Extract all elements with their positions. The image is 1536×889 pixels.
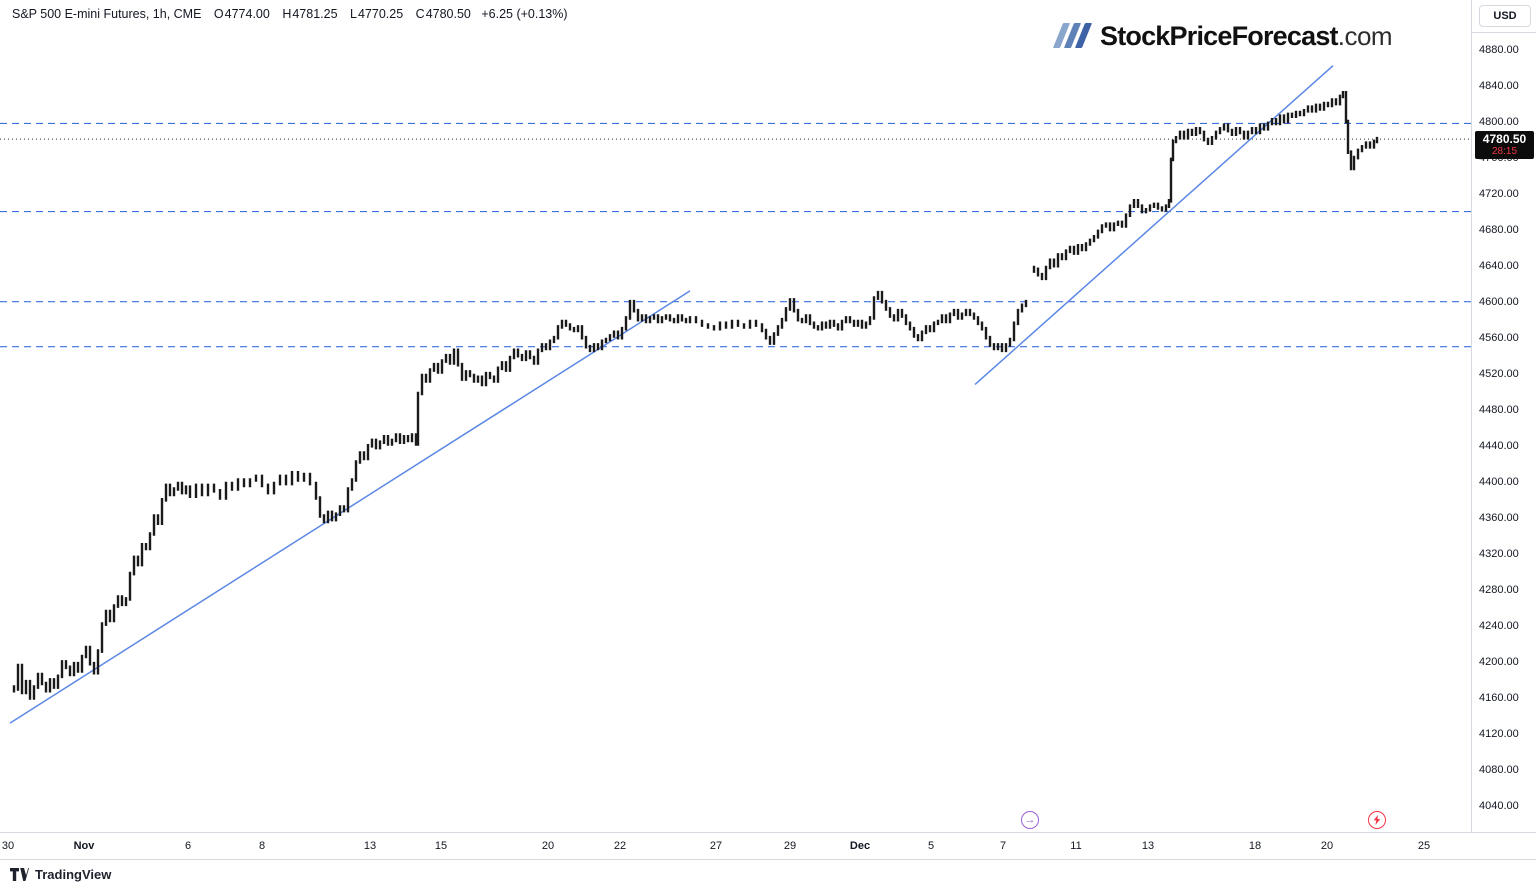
high-label: H [282,7,292,21]
high-value: 4781.25 [292,7,338,21]
price-axis-top-divider [1472,32,1536,33]
price-tick-label: 4720.00 [1479,188,1519,200]
symbol-title[interactable]: S&P 500 E-mini Futures, 1h, CME [12,7,202,21]
price-tick-label: 4240.00 [1479,620,1519,632]
time-tick-label: 25 [1417,840,1431,852]
price-series[interactable] [12,91,1379,700]
price-tick-label: 4080.00 [1479,764,1519,776]
last-price-value: 4780.50 [1482,132,1527,146]
price-tick-label: 4520.00 [1479,368,1519,380]
price-tick-label: 4280.00 [1479,584,1519,596]
price-tick-label: 4800.00 [1479,116,1519,128]
time-axis[interactable]: 30 Nov 6 8 13 15 20 22 27 29 Dec 5 7 11 13 18 20 25 [0,833,1536,860]
open-value: 4774.00 [224,7,270,21]
tradingview-mark-icon [10,868,29,881]
price-tick-label: 4880.00 [1479,44,1519,56]
last-price-badge: 4780.50 28:15 [1475,131,1534,159]
time-tick-label: 20 [1320,840,1334,852]
close-label: C [415,7,425,21]
price-tick-label: 4400.00 [1479,476,1519,488]
footer: TradingView [0,860,1536,889]
price-tick-label: 4560.00 [1479,332,1519,344]
time-tick-label: 18 [1248,840,1262,852]
price-tick-label: 4200.00 [1479,656,1519,668]
bar-countdown: 28:15 [1491,146,1518,157]
time-tick-label: Dec [849,840,871,852]
time-tick-label: 11 [1070,840,1082,852]
symbol-legend: S&P 500 E-mini Futures, 1h, CME O4774.00… [12,7,568,21]
time-tick-label: 13 [363,840,377,852]
stockpriceforecast-logo: StockPriceForecast .com [1052,21,1393,51]
price-tick-label: 4120.00 [1479,728,1519,740]
price-tick-label: 4040.00 [1479,800,1519,812]
time-tick-label: 30 [1,840,15,852]
event-marker-lightning-icon[interactable] [1368,811,1386,829]
logo-slashes-icon [1052,23,1093,50]
currency-button[interactable]: USD [1479,5,1531,27]
price-tick-label: 4360.00 [1479,512,1519,524]
tradingview-logo[interactable]: TradingView [10,867,111,882]
time-tick-label: 6 [184,840,192,852]
time-tick-label: 5 [927,840,935,852]
price-axis[interactable]: USD 4880.004840.004800.004760.004720.004… [1472,0,1536,833]
time-tick-label: 27 [709,840,723,852]
price-tick-label: 4600.00 [1479,296,1519,308]
time-tick-label: 13 [1141,840,1155,852]
low-label: L [350,7,357,21]
trend-lines[interactable] [9,65,1334,724]
price-tick-label: 4320.00 [1479,548,1519,560]
price-tick-label: 4160.00 [1479,692,1519,704]
close-value: 4780.50 [425,7,471,21]
price-tick-label: 4680.00 [1479,224,1519,236]
price-tick-label: 4480.00 [1479,404,1519,416]
price-tick-label: 4840.00 [1479,80,1519,92]
tradingview-label: TradingView [35,867,112,882]
chart-pane[interactable]: S&P 500 E-mini Futures, 1h, CME O4774.00… [0,0,1472,833]
time-tick-label: 22 [613,840,627,852]
time-tick-label: 7 [999,840,1007,852]
time-tick-label: 8 [258,840,266,852]
time-tick-label: 15 [434,840,448,852]
logo-text: StockPriceForecast [1100,21,1339,51]
low-value: 4770.25 [357,7,404,21]
support-resistance-lines[interactable] [0,122,1472,348]
price-chart-canvas[interactable] [0,0,1472,833]
event-marker-arrow-icon[interactable]: → [1021,811,1039,829]
time-tick-label: Nov [73,840,95,852]
change-value: +6.25 (+0.13%) [481,7,568,21]
price-tick-label: 4640.00 [1479,260,1519,272]
price-tick-label: 4440.00 [1479,440,1519,452]
open-label: O [213,7,224,21]
time-tick-label: 20 [541,840,555,852]
time-tick-label: 29 [783,840,797,852]
logo-tld-text: .com [1337,21,1393,51]
